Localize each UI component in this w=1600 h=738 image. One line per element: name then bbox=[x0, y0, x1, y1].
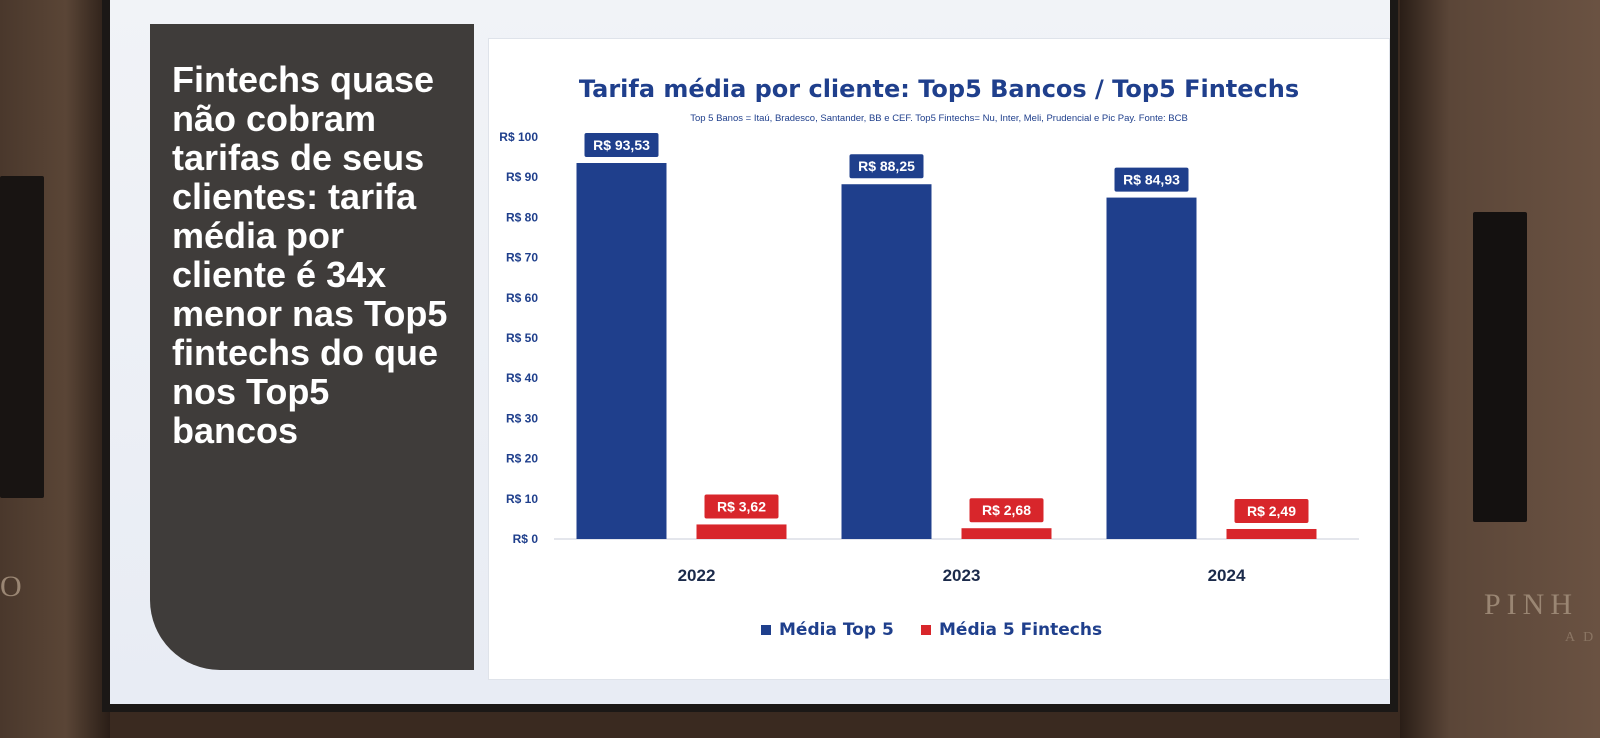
chart-panel: Tarifa média por cliente: Top5 Bancos / … bbox=[488, 38, 1390, 680]
bar-top5-banks bbox=[841, 184, 932, 540]
data-label-box bbox=[969, 498, 1044, 523]
data-label-box bbox=[849, 154, 924, 179]
data-label-box bbox=[704, 494, 779, 519]
y-tick-label: R$ 30 bbox=[506, 411, 538, 425]
y-tick-label: R$ 50 bbox=[506, 331, 538, 345]
slide-headline: Fintechs quase não cobram tarifas de seu… bbox=[172, 59, 448, 451]
y-tick-label: R$ 0 bbox=[513, 532, 539, 546]
y-tick-label: R$ 60 bbox=[506, 291, 538, 305]
data-label: R$ 2,68 bbox=[982, 502, 1031, 518]
legend-label: Média 5 Fintechs bbox=[939, 620, 1102, 640]
y-tick-label: R$ 80 bbox=[506, 210, 538, 224]
wall-lettering: PINH bbox=[1484, 588, 1579, 621]
bar-top5-fintechs bbox=[696, 524, 787, 539]
y-tick-label: R$ 70 bbox=[506, 251, 538, 265]
legend-swatch bbox=[761, 625, 771, 635]
legend-swatch bbox=[921, 625, 931, 635]
chart-title: Tarifa média por cliente: Top5 Bancos / … bbox=[579, 75, 1299, 103]
y-tick-label: R$ 40 bbox=[506, 371, 538, 385]
x-tick-label: 2023 bbox=[943, 566, 981, 585]
data-label: R$ 2,49 bbox=[1247, 503, 1296, 519]
bar-top5-fintechs bbox=[961, 528, 1052, 539]
bar-top5-banks bbox=[1106, 197, 1197, 539]
data-label: R$ 84,93 bbox=[1123, 172, 1180, 188]
data-label: R$ 88,25 bbox=[858, 158, 915, 174]
y-tick-label: R$ 90 bbox=[506, 170, 538, 184]
data-label-box bbox=[584, 133, 659, 158]
chart-subtitle: Top 5 Banos = Itaú, Bradesco, Santander,… bbox=[690, 113, 1188, 124]
y-tick-label: R$ 10 bbox=[506, 492, 538, 506]
speaker-left bbox=[0, 176, 44, 498]
data-label: R$ 3,62 bbox=[717, 498, 766, 514]
wall-lettering-left: O bbox=[0, 570, 22, 603]
bar-top5-banks bbox=[576, 163, 667, 539]
legend-label: Média Top 5 bbox=[779, 620, 894, 640]
x-tick-label: 2024 bbox=[1208, 566, 1246, 585]
y-tick-label: R$ 20 bbox=[506, 452, 538, 466]
bar-top5-fintechs bbox=[1226, 528, 1317, 539]
headline-panel: Fintechs quase não cobram tarifas de seu… bbox=[150, 24, 474, 670]
data-label-box bbox=[1114, 167, 1189, 192]
x-tick-label: 2022 bbox=[678, 566, 716, 585]
y-tick-label: R$ 100 bbox=[499, 130, 538, 144]
data-label-box bbox=[1234, 498, 1309, 523]
speaker-right bbox=[1473, 212, 1527, 522]
bar-chart: Tarifa média por cliente: Top5 Bancos / … bbox=[499, 75, 1359, 640]
data-label: R$ 93,53 bbox=[593, 137, 650, 153]
wall-lettering-sub: AD bbox=[1565, 630, 1600, 645]
